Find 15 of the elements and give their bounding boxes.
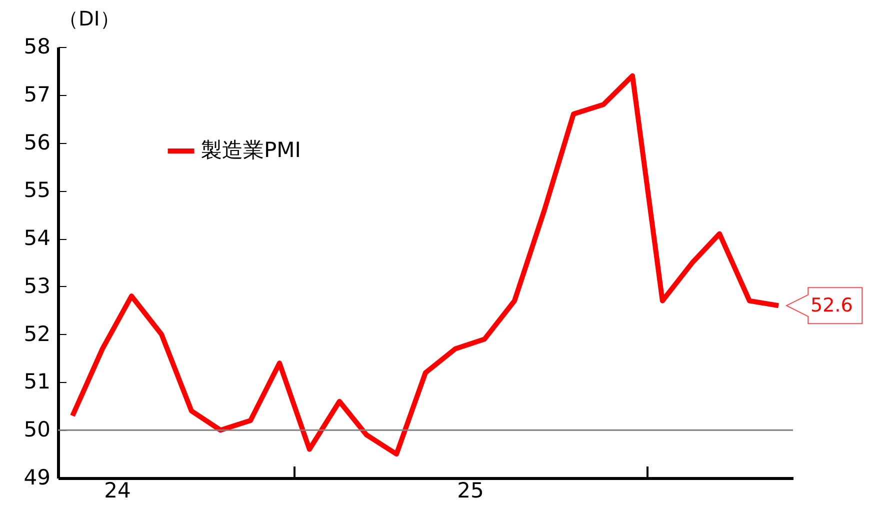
- legend-label: 製造業PMI: [201, 138, 301, 162]
- y-tick-label: 51: [24, 370, 50, 394]
- y-tick-label: 53: [24, 274, 50, 298]
- y-tick-label: 50: [24, 418, 50, 442]
- y-tick-label: 52: [24, 322, 50, 346]
- x-tick-label: 25: [457, 478, 484, 502]
- y-tick-label: 54: [24, 226, 50, 250]
- data-label: 52.6: [810, 294, 853, 317]
- x-tick-label: 24: [104, 478, 131, 502]
- y-tick-label: 58: [24, 34, 50, 58]
- y-tick-label: 49: [24, 466, 50, 490]
- y-axis-title: （DI）: [58, 6, 120, 30]
- y-tick-label: 57: [24, 82, 50, 106]
- y-tick-label: 56: [24, 130, 50, 154]
- y-tick-label: 55: [24, 178, 50, 202]
